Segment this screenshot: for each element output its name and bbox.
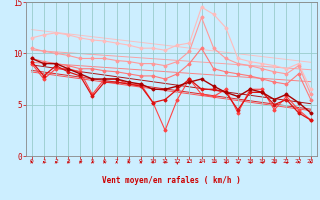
X-axis label: Vent moyen/en rafales ( km/h ): Vent moyen/en rafales ( km/h ) <box>102 176 241 185</box>
